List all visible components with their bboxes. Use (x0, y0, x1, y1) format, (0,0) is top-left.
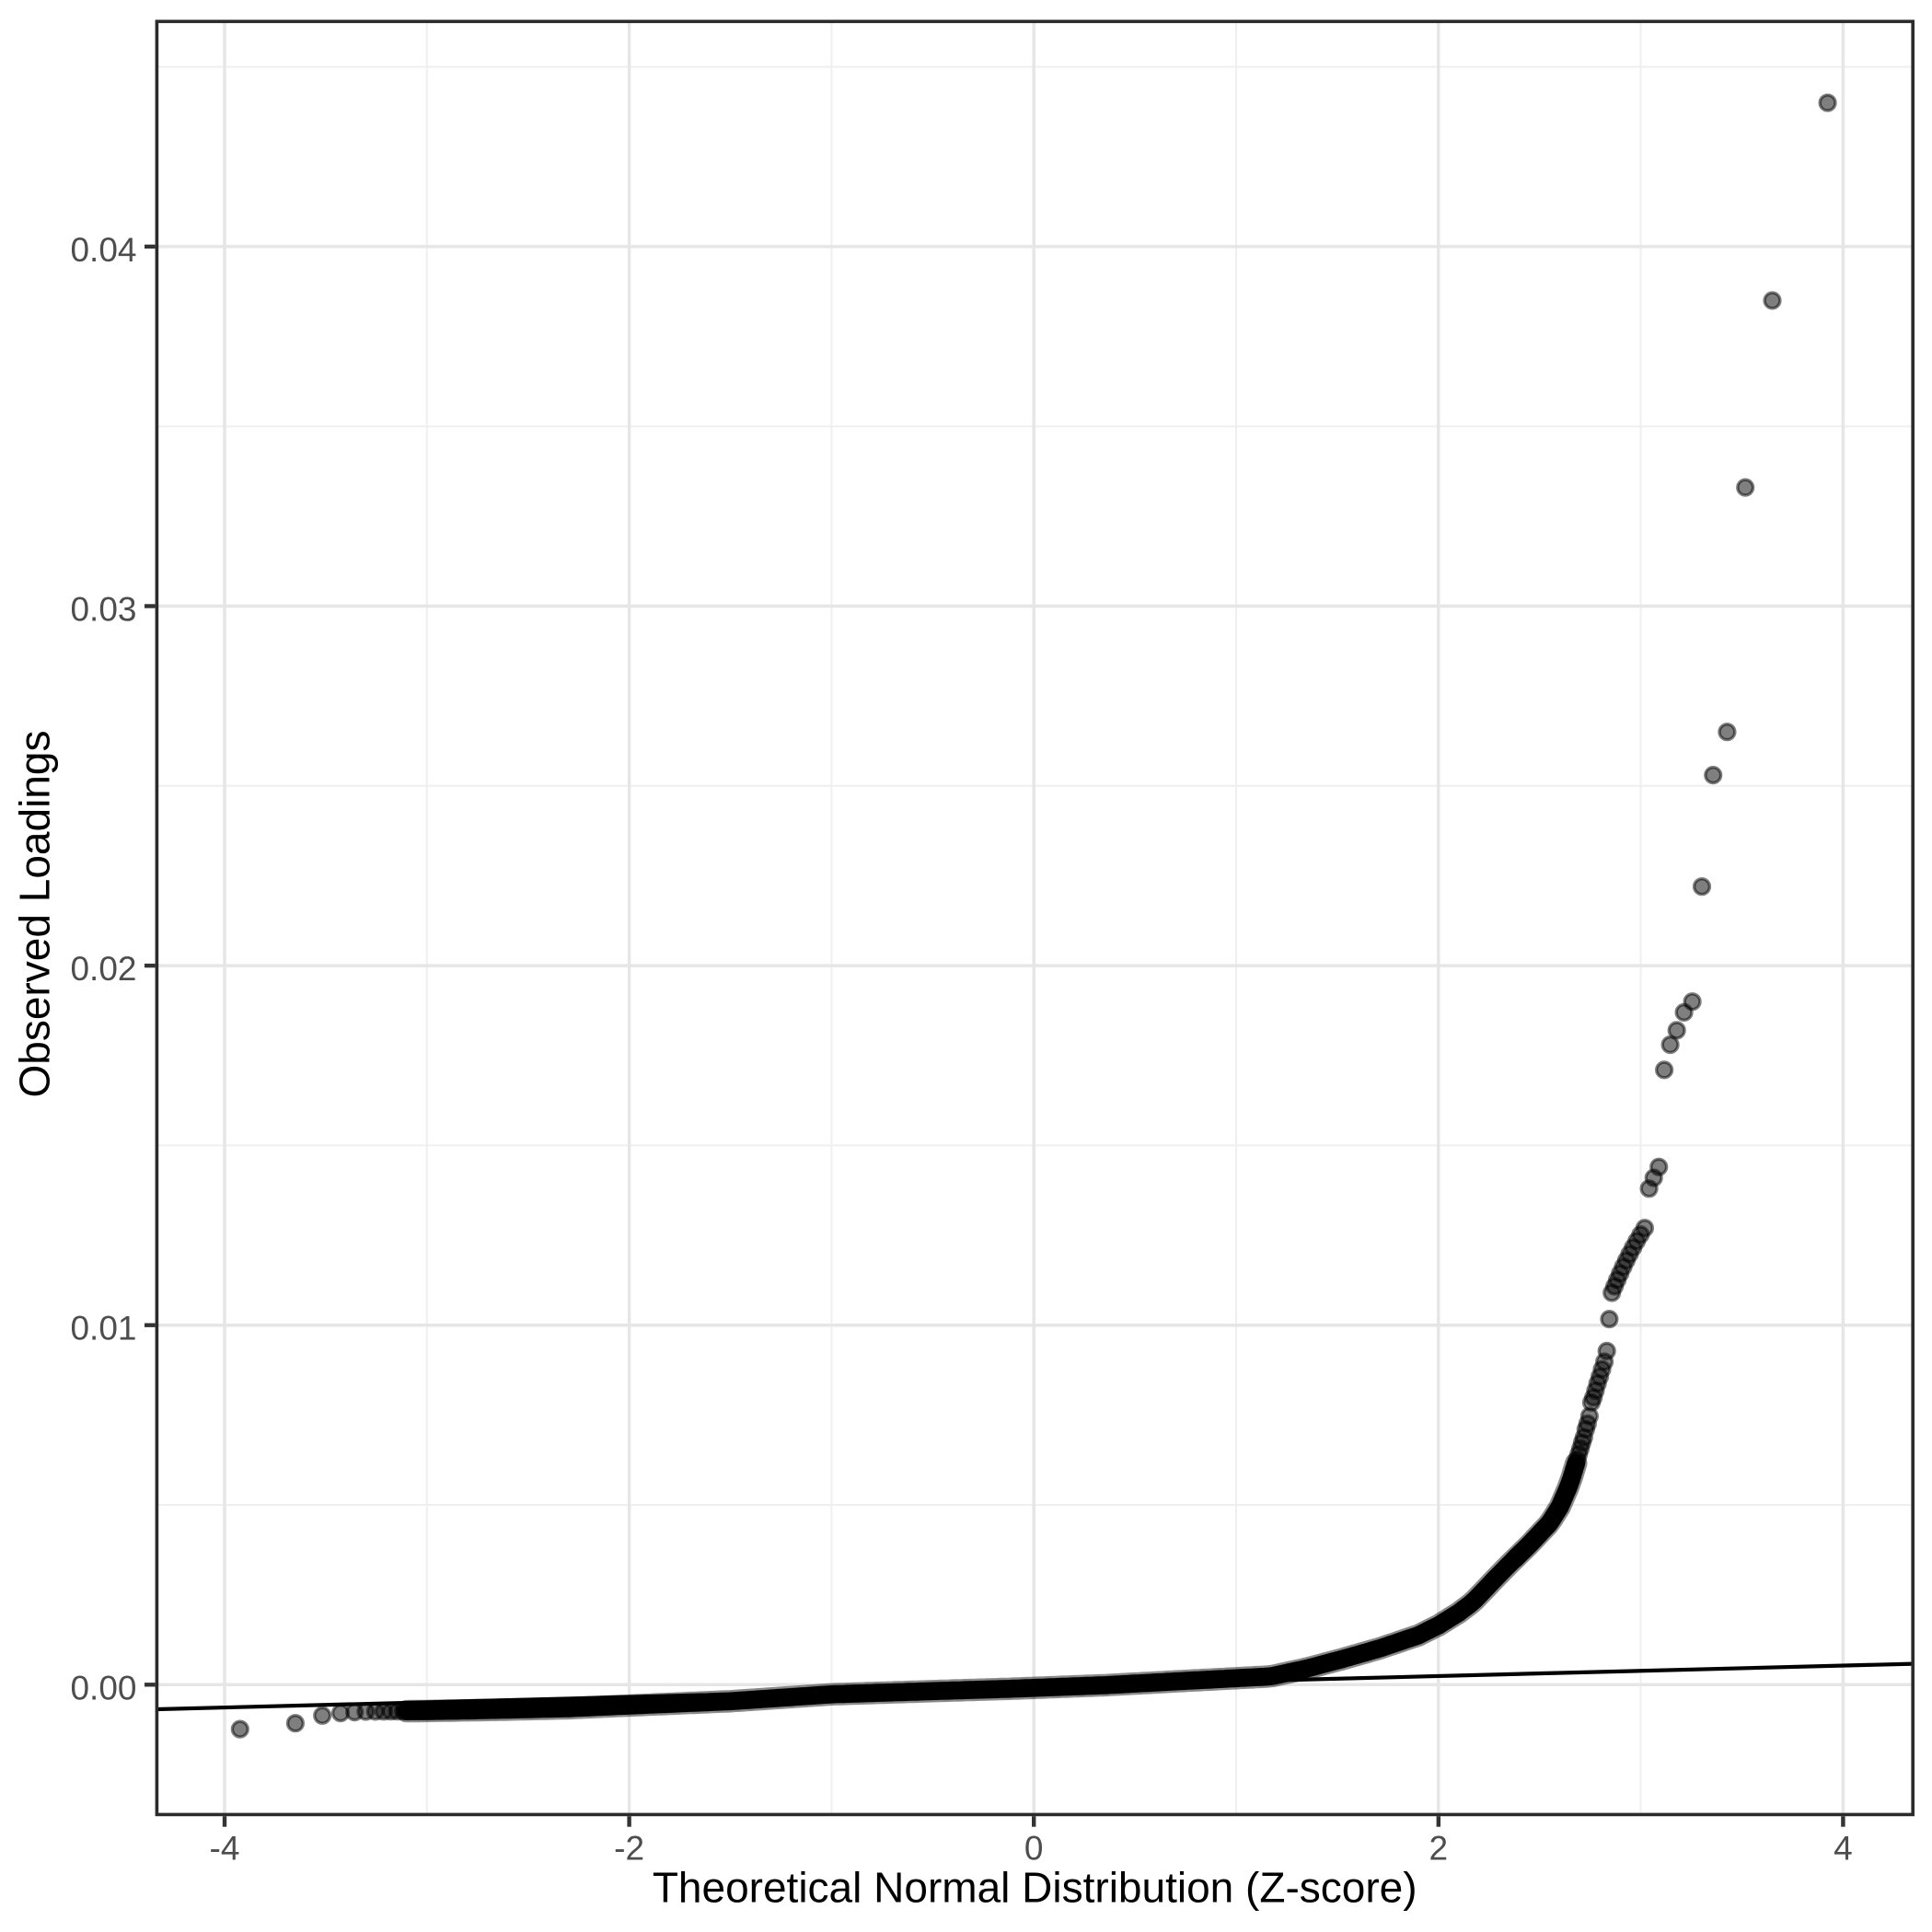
svg-text:0.02: 0.02 (70, 950, 136, 988)
svg-text:-2: -2 (614, 1830, 644, 1868)
svg-text:0: 0 (1024, 1830, 1044, 1868)
svg-text:4: 4 (1834, 1830, 1853, 1868)
svg-text:-4: -4 (210, 1830, 240, 1868)
svg-text:Theoretical Normal Distributio: Theoretical Normal Distribution (Z-score… (653, 1864, 1417, 1912)
svg-text:0.00: 0.00 (70, 1669, 136, 1706)
svg-text:0.03: 0.03 (70, 591, 136, 629)
svg-text:Observed Loadings: Observed Loadings (11, 731, 59, 1098)
svg-text:0.01: 0.01 (70, 1310, 136, 1348)
svg-text:0.04: 0.04 (70, 231, 136, 269)
svg-text:2: 2 (1429, 1830, 1449, 1868)
